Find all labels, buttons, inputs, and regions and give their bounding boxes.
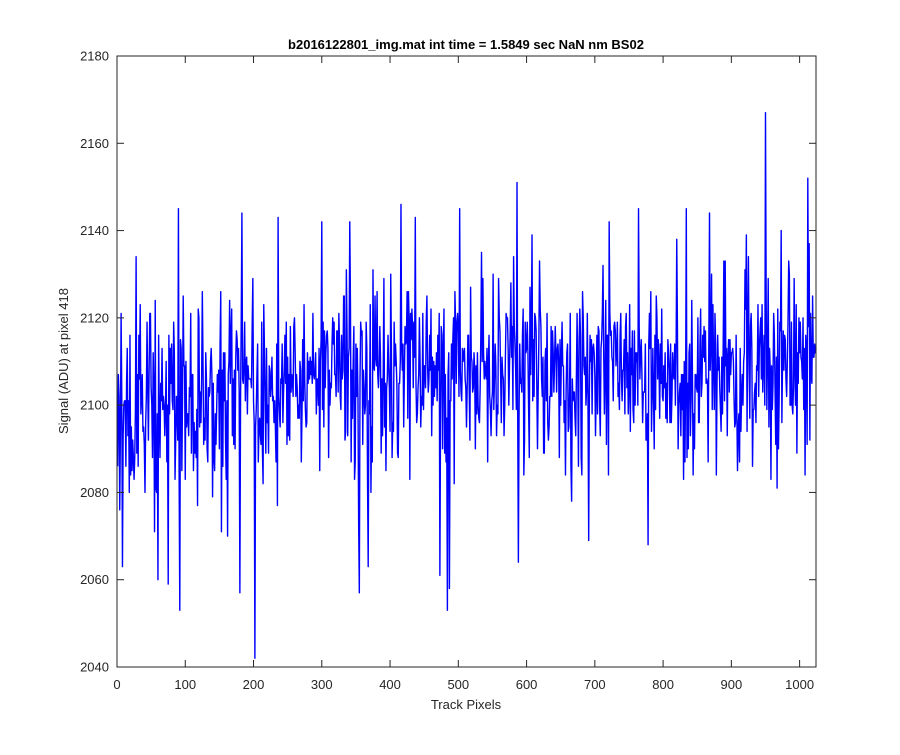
y-tick-label: 2060 [80, 572, 109, 587]
x-tick-label: 200 [243, 677, 265, 692]
y-tick-label: 2160 [80, 136, 109, 151]
x-axis-label: Track Pixels [431, 697, 502, 712]
x-tick-label: 400 [379, 677, 401, 692]
x-tick-label: 100 [174, 677, 196, 692]
y-tick-label: 2140 [80, 223, 109, 238]
x-tick-label: 900 [721, 677, 743, 692]
y-tick-label: 2100 [80, 398, 109, 413]
series-layer [116, 112, 817, 659]
y-tick-label: 2120 [80, 310, 109, 325]
x-tick-label: 0 [113, 677, 120, 692]
signal-series-line [116, 112, 817, 659]
x-tick-label: 500 [447, 677, 469, 692]
plot-area-frame [116, 55, 817, 668]
y-tick-label: 2080 [80, 485, 109, 500]
y-axis-label: Signal (ADU) at pixel 418 [56, 288, 71, 434]
y-tick-label: 2040 [80, 660, 109, 675]
chart-title: b2016122801_img.mat int time = 1.5849 se… [288, 37, 644, 52]
plot-area-background [117, 56, 816, 667]
x-tick-label: 800 [652, 677, 674, 692]
x-tick-label: 300 [311, 677, 333, 692]
x-axis-ticks: 0 100 200 300 400 500 600 700 800 900 1000 [113, 56, 814, 692]
x-tick-label: 1000 [785, 677, 814, 692]
y-axis-ticks: 2040 2060 2080 2100 2120 2140 2160 2180 [80, 49, 816, 675]
x-tick-label: 700 [584, 677, 606, 692]
x-tick-label: 600 [516, 677, 538, 692]
y-tick-label: 2180 [80, 49, 109, 64]
